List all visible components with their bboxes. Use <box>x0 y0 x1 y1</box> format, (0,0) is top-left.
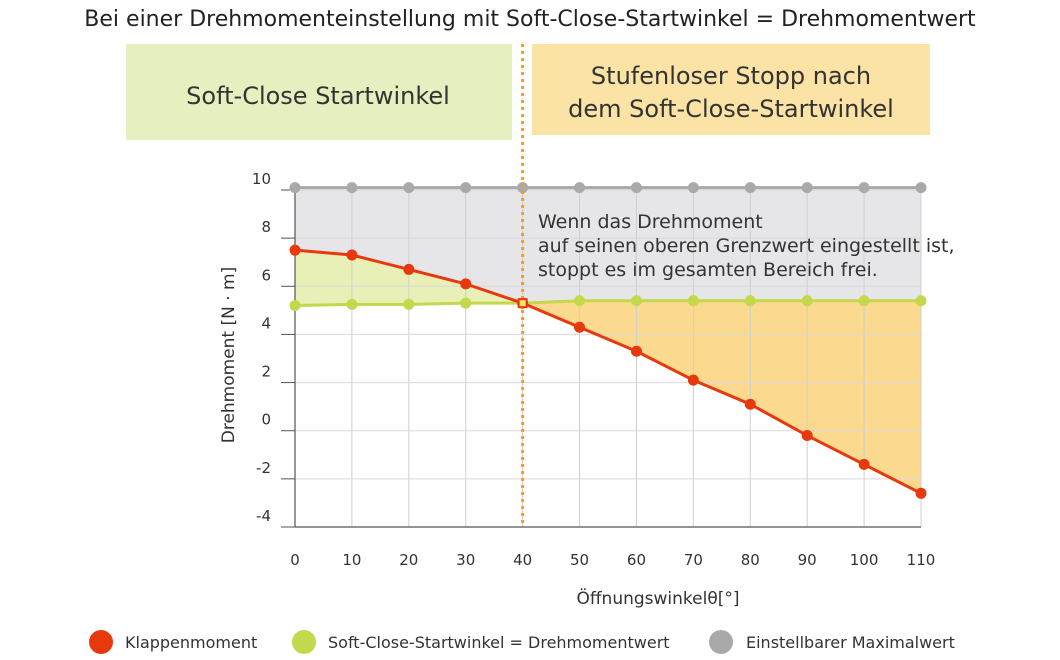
y-tick-label: 6 <box>261 266 271 284</box>
klappen-point <box>801 430 813 442</box>
softclose-point <box>460 297 472 309</box>
legend-klappen-swatch <box>89 630 113 654</box>
klappen-point <box>687 374 699 386</box>
softclose-point <box>744 295 756 307</box>
klappen-line <box>294 248 922 495</box>
max-point <box>744 182 756 194</box>
x-tick-label: 10 <box>342 551 361 569</box>
x-axis-label: Öffnungswinkelθ[°] <box>576 587 739 609</box>
softclose-point <box>858 295 870 307</box>
x-tick-label: 0 <box>290 551 300 569</box>
left-zone-label: Soft-Close Startwinkel <box>186 82 450 110</box>
x-tick-label: 20 <box>399 551 418 569</box>
annotation-line-3: stoppt es im gesamten Bereich frei. <box>538 259 878 281</box>
legend-klappen-label: Klappenmoment <box>125 633 257 652</box>
series-lines <box>294 186 922 495</box>
y-tick-label: 10 <box>252 170 271 188</box>
klappen-point <box>346 249 358 261</box>
softclose-point <box>574 295 586 307</box>
klappen-point <box>460 278 472 290</box>
right-zone-label-line2: dem Soft-Close-Startwinkel <box>568 95 894 123</box>
max-point <box>346 182 358 194</box>
klappen-point <box>744 398 756 410</box>
softclose-point <box>801 295 813 307</box>
right-zone-box <box>532 44 930 135</box>
x-tick-label: 110 <box>907 551 936 569</box>
x-tick-label: 80 <box>741 551 760 569</box>
softclose-point <box>630 295 642 307</box>
klappen-point <box>858 458 870 470</box>
x-tick-label: 50 <box>570 551 589 569</box>
legend: Klappenmoment Soft-Close-Startwinkel = D… <box>89 630 955 654</box>
max-range-fill <box>295 187 921 304</box>
annotation-line-2: auf seinen oberen Grenzwert eingestellt … <box>538 235 955 257</box>
max-point <box>574 182 586 194</box>
max-point <box>858 182 870 194</box>
legend-max-label: Einstellbarer Maximalwert <box>746 633 955 652</box>
max-point <box>403 182 415 194</box>
divider <box>517 44 528 527</box>
stop-range-fill <box>522 300 921 494</box>
y-axis-label: Drehmoment [N · m] <box>219 267 239 444</box>
x-tick-label: 30 <box>456 551 475 569</box>
softclose-point <box>289 300 301 312</box>
klappen-point <box>574 321 586 333</box>
y-tick-label: -2 <box>256 459 271 477</box>
max-point <box>915 182 927 194</box>
legend-softclose-swatch <box>292 630 316 654</box>
softclose-point <box>403 298 415 310</box>
left-zone-box <box>126 44 512 140</box>
annotation-line-1: Wenn das Drehmoment <box>538 211 763 233</box>
max-point <box>687 182 699 194</box>
x-tick-label: 60 <box>627 551 646 569</box>
x-tick-label: 70 <box>684 551 703 569</box>
legend-softclose-label: Soft-Close-Startwinkel = Drehmomentwert <box>328 633 670 652</box>
max-point <box>630 182 642 194</box>
x-tick-label: 100 <box>850 551 879 569</box>
y-tick-label: 8 <box>261 218 271 236</box>
x-tick-label: 90 <box>798 551 817 569</box>
x-tick-label: 40 <box>513 551 532 569</box>
klappen-point <box>289 244 301 256</box>
y-tick-label: 4 <box>261 314 271 332</box>
max-point <box>289 182 301 194</box>
divider-marker <box>517 298 528 309</box>
klappen-point <box>630 345 642 357</box>
max-point <box>460 182 472 194</box>
softclose-point <box>915 295 927 307</box>
klappen-point <box>915 487 927 499</box>
softclose-point <box>346 298 358 310</box>
y-tick-label: 2 <box>261 363 271 381</box>
y-tick-label: -4 <box>256 507 271 525</box>
klappen-point <box>403 263 415 275</box>
grid <box>295 189 922 528</box>
legend-max-swatch <box>709 630 733 654</box>
right-zone-label-line1: Stufenloser Stopp nach <box>591 62 871 90</box>
y-tick-label: 0 <box>261 411 271 429</box>
softclose-point <box>687 295 699 307</box>
softclose-line <box>294 299 921 308</box>
chart-title: Bei einer Drehmomenteinstellung mit Soft… <box>84 7 976 32</box>
max-point <box>801 182 813 194</box>
max-point <box>517 182 529 194</box>
